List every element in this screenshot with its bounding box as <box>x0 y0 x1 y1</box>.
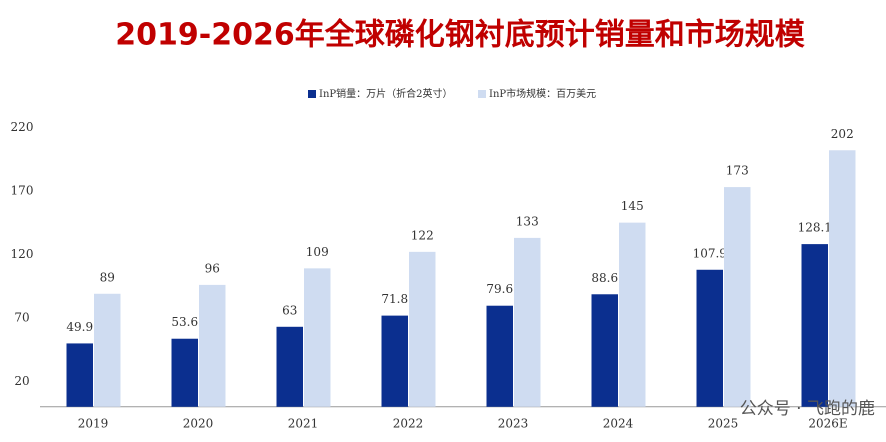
x-tick-label: 2025 <box>708 417 739 431</box>
value-label: 89 <box>100 270 115 284</box>
value-label: 128.1 <box>798 221 832 235</box>
value-label: 53.6 <box>171 315 198 329</box>
x-tick-label: 2021 <box>288 417 319 431</box>
bar <box>801 244 828 407</box>
legend-label: InP市场规模：百万美元 <box>489 87 596 100</box>
x-tick-label: 2019 <box>78 417 109 431</box>
y-tick-label: 220 <box>11 120 34 134</box>
bar <box>724 187 751 407</box>
bar <box>171 338 198 407</box>
bar <box>381 315 408 407</box>
value-label: 202 <box>831 127 854 141</box>
value-label: 71.8 <box>381 292 408 306</box>
x-tick-label: 2024 <box>603 417 634 431</box>
x-tick-label: 2026E <box>808 417 847 431</box>
value-label: 173 <box>726 164 749 178</box>
y-tick-label: 20 <box>14 374 29 388</box>
chart-title: 2019-2026年全球磷化钢衬底预计销量和市场规模 <box>115 18 804 53</box>
bar <box>696 269 723 407</box>
legend-label: InP销量：万片（折合2英寸） <box>319 87 452 100</box>
y-tick-label: 170 <box>11 183 34 197</box>
bar <box>409 251 436 407</box>
y-tick-label: 70 <box>14 310 29 324</box>
value-label: 122 <box>411 228 434 242</box>
bar <box>591 294 618 407</box>
bar <box>94 293 121 407</box>
x-tick-label: 2022 <box>393 417 424 431</box>
value-label: 107.9 <box>693 246 727 260</box>
value-label: 133 <box>516 214 539 228</box>
legend-swatch <box>478 90 486 98</box>
value-label: 63 <box>282 303 297 317</box>
value-label: 145 <box>621 199 644 213</box>
value-label: 49.9 <box>66 320 93 334</box>
watermark: 公众号 · 飞跑的鹿 <box>740 399 875 419</box>
bar <box>619 222 646 407</box>
bar <box>304 268 331 407</box>
x-tick-label: 2023 <box>498 417 529 431</box>
bar <box>514 237 541 407</box>
x-tick-label: 2020 <box>183 417 214 431</box>
y-tick-label: 120 <box>11 247 34 261</box>
bar <box>66 343 93 407</box>
bar <box>199 284 226 407</box>
value-label: 96 <box>205 261 220 275</box>
bar <box>486 305 513 407</box>
bar <box>829 150 856 407</box>
value-label: 79.6 <box>486 282 513 296</box>
value-label: 88.6 <box>591 271 618 285</box>
value-label: 109 <box>306 245 329 259</box>
legend-swatch <box>308 90 316 98</box>
bar <box>276 326 303 407</box>
